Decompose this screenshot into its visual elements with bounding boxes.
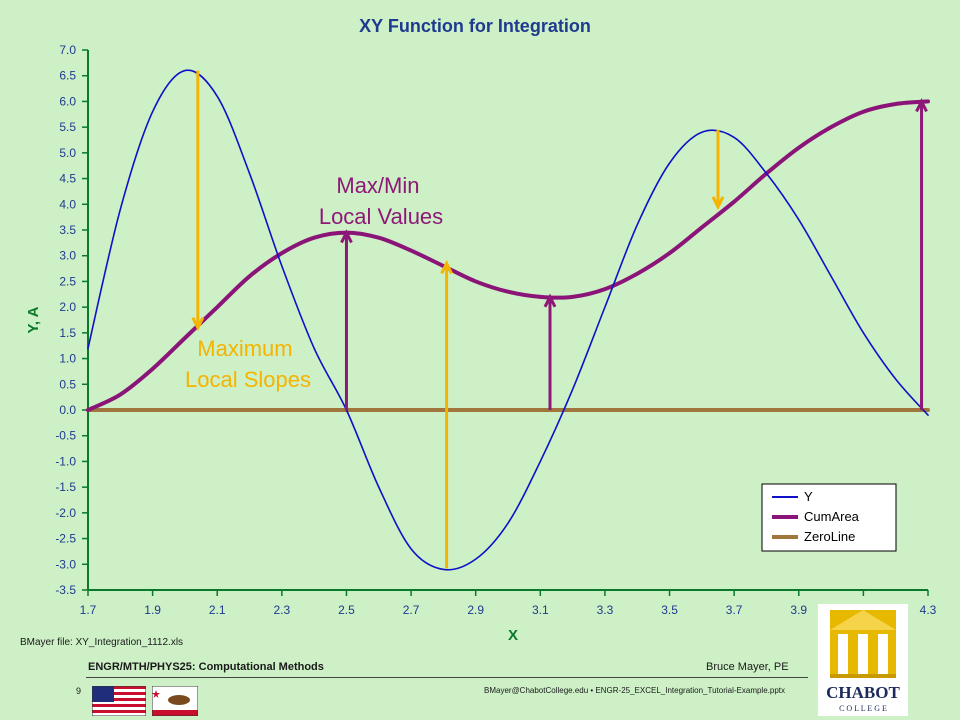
y-tick-label: 4.0 — [59, 197, 76, 211]
y-tick-label: 0.0 — [59, 403, 76, 417]
y-tick-label: 7.0 — [59, 43, 76, 57]
x-tick-label: 2.9 — [467, 603, 484, 617]
slope-arrow — [711, 129, 725, 211]
y-tick-label: 3.5 — [59, 223, 76, 237]
y-tick-label: 6.0 — [59, 94, 76, 108]
logo-line2: C O L L E G E — [839, 704, 887, 713]
x-tick-label: 3.3 — [597, 603, 614, 617]
x-tick-label: 1.7 — [80, 603, 97, 617]
y-tick-label: 5.5 — [59, 120, 76, 134]
x-tick-label: 2.7 — [403, 603, 420, 617]
logo-line1: CHABOT — [826, 683, 900, 702]
annotation-maxmin-line1: Max/Min — [336, 173, 419, 198]
y-tick-label: 3.0 — [59, 249, 76, 263]
legend-label-cumarea: CumArea — [804, 509, 860, 524]
slope-arrow — [191, 70, 205, 332]
file-note: BMayer file: XY_Integration_1112.xls — [20, 637, 184, 648]
arrows-group — [191, 70, 928, 569]
x-axis-label: X — [508, 627, 518, 644]
y-tick-label: 2.0 — [59, 300, 76, 314]
x-tick-label: 2.1 — [209, 603, 226, 617]
x-tick-label: 1.9 — [144, 603, 161, 617]
chabot-college-logo: CHABOT C O L L E G E — [818, 604, 908, 716]
annotation-slopes-line1: Maximum — [197, 336, 292, 361]
y-tick-label: -1.0 — [55, 454, 76, 468]
x-tick-label: 3.1 — [532, 603, 549, 617]
series-group — [86, 69, 930, 571]
footer-divider — [86, 677, 808, 678]
legend: Y CumArea ZeroLine — [761, 483, 897, 552]
course-title: ENGR/MTH/PHYS25: Computational Methods — [88, 661, 324, 673]
slope-arrow — [440, 260, 453, 569]
y-tick-label: 1.5 — [59, 326, 76, 340]
y-tick-label: -3.0 — [55, 557, 76, 571]
y-tick-labels: 7.0 6.5 6.0 5.5 5.0 4.5 4.0 3.5 3.0 2.5 2.0 1.5 1.0 0… — [55, 43, 76, 597]
chart-title: XY Function for Integration — [359, 16, 591, 36]
series-cumarea — [86, 99, 930, 412]
series-y — [87, 69, 929, 571]
maxmin-arrow — [915, 98, 928, 410]
y-tick-label: 5.0 — [59, 146, 76, 160]
california-flag-icon — [152, 686, 198, 716]
annotation-slopes: Maximum Local Slopes — [185, 336, 311, 392]
annotation-maxmin: Max/Min Local Values — [319, 173, 443, 229]
y-tick-label: -3.5 — [55, 583, 76, 597]
y-tick-label: -0.5 — [55, 429, 76, 443]
y-tick-label: -1.5 — [55, 480, 76, 494]
x-tick-label: 3.9 — [790, 603, 807, 617]
legend-label-zeroline: ZeroLine — [804, 529, 855, 544]
author-name: Bruce Mayer, PE — [706, 661, 789, 673]
y-tick-label: -2.5 — [55, 532, 76, 546]
y-tick-label: -2.0 — [55, 506, 76, 520]
x-tick-label: 4.3 — [920, 603, 937, 617]
x-tick-label: 2.3 — [274, 603, 291, 617]
us-flag-icon — [92, 686, 146, 716]
annotation-slopes-line2: Local Slopes — [185, 367, 311, 392]
axes — [82, 49, 929, 596]
contact-info: BMayer@ChabotCollege.edu • ENGR-25_EXCEL… — [484, 686, 785, 695]
y-tick-label: 6.5 — [59, 69, 76, 83]
y-tick-label: 1.0 — [59, 352, 76, 366]
y-tick-label: 0.5 — [59, 377, 76, 391]
maxmin-arrow — [340, 229, 353, 410]
x-tick-label: 3.5 — [661, 603, 678, 617]
maxmin-arrow — [543, 293, 557, 410]
page-number: 9 — [76, 686, 82, 696]
y-axis-label: Y, A — [25, 306, 42, 333]
annotation-maxmin-line2: Local Values — [319, 204, 443, 229]
x-tick-label: 3.7 — [726, 603, 743, 617]
y-tick-label: 2.5 — [59, 274, 76, 288]
y-tick-label: 4.5 — [59, 172, 76, 186]
x-tick-labels: 1.71.92.12.32.52.72.93.13.33.53.73.94.14… — [80, 603, 937, 617]
legend-label-y: Y — [804, 489, 813, 504]
x-tick-label: 2.5 — [338, 603, 355, 617]
